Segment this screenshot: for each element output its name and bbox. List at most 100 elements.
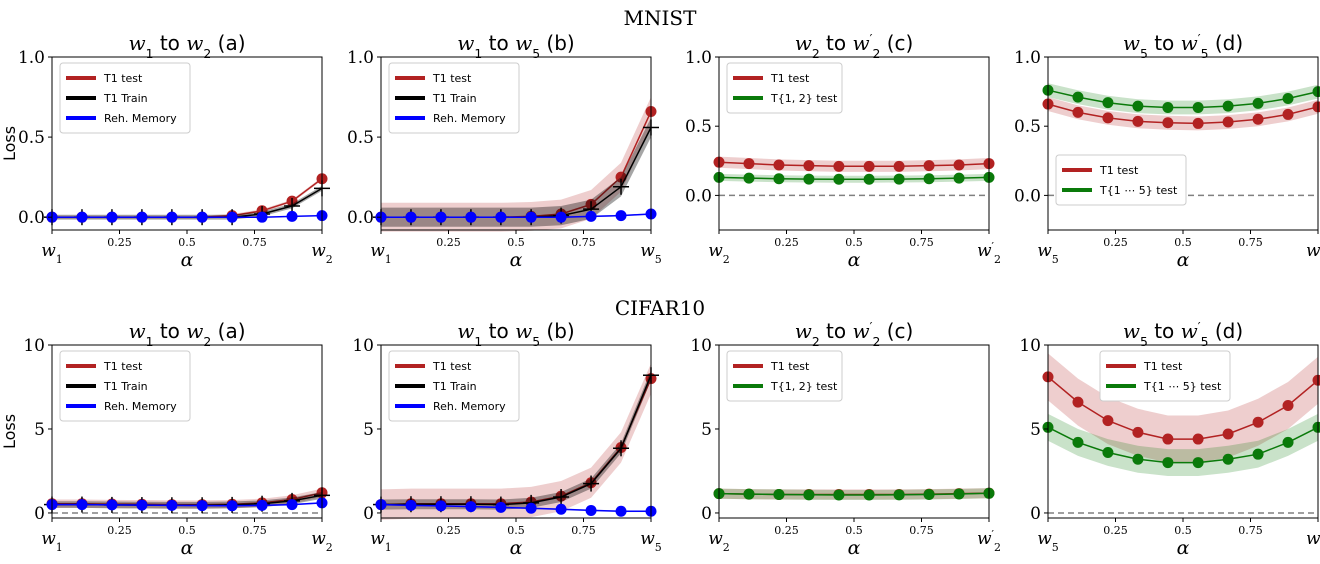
x-tick-label: 0.25 bbox=[436, 524, 461, 537]
data-point bbox=[257, 212, 268, 223]
data-point bbox=[1283, 437, 1294, 448]
data-point bbox=[894, 174, 905, 185]
x-start-label-w: w bbox=[370, 529, 385, 549]
legend-label: Reh. Memory bbox=[433, 112, 506, 125]
data-point bbox=[136, 500, 147, 511]
data-point bbox=[1283, 109, 1294, 120]
panel-title-part: 1 bbox=[146, 46, 154, 61]
panel-title-part: w bbox=[186, 31, 203, 55]
data-point bbox=[1253, 449, 1264, 460]
x-end-label-sub: 2 bbox=[994, 541, 1001, 554]
y-tick-label: 5 bbox=[1030, 420, 1041, 440]
legend-box bbox=[727, 63, 842, 113]
y-axis-label: Loss bbox=[0, 414, 19, 449]
panel-title-part: 2 bbox=[203, 46, 211, 61]
panel-title-part: (c) bbox=[880, 31, 913, 55]
data-point bbox=[1162, 117, 1173, 128]
panel-title-part: (b) bbox=[540, 319, 575, 343]
panel-title-part: w bbox=[1123, 31, 1140, 55]
data-point bbox=[1223, 117, 1234, 128]
data-point bbox=[405, 212, 416, 223]
data-point bbox=[1072, 92, 1083, 103]
legend-label: Reh. Memory bbox=[104, 112, 177, 125]
data-point bbox=[1132, 116, 1143, 127]
x-end-label-prime: ′ bbox=[992, 528, 995, 541]
x-start-label-sub: 1 bbox=[385, 253, 392, 266]
y-tick-label: 0.0 bbox=[18, 208, 45, 228]
legend-label: T1 Train bbox=[432, 380, 477, 393]
data-point bbox=[227, 500, 238, 511]
x-end-label: w2 bbox=[311, 529, 333, 554]
legend-label: T1 test bbox=[770, 360, 810, 373]
legend-label: T1 test bbox=[1143, 360, 1183, 373]
data-point bbox=[743, 173, 754, 184]
panel-title-part: w bbox=[1123, 319, 1140, 343]
data-point bbox=[803, 160, 814, 171]
panel-title-part: 5 bbox=[532, 334, 540, 349]
panel-title: w1 to w2 (a) bbox=[128, 31, 245, 61]
x-tick-label: 0.25 bbox=[107, 236, 132, 249]
data-point bbox=[924, 173, 935, 184]
x-tick-label: 0.75 bbox=[909, 524, 934, 537]
x-start-label: w2 bbox=[708, 241, 730, 266]
data-point bbox=[743, 158, 754, 169]
x-tick-label: 0.5 bbox=[507, 236, 525, 249]
data-point bbox=[1102, 112, 1113, 123]
data-point bbox=[954, 159, 965, 170]
panel-title-part: (b) bbox=[540, 31, 575, 55]
x-start-label: w2 bbox=[708, 529, 730, 554]
panel-title-part: to bbox=[1148, 31, 1181, 55]
legend-label: T1 test bbox=[103, 72, 143, 85]
data-point bbox=[1162, 434, 1173, 445]
data-point bbox=[495, 502, 506, 513]
x-end-label: w′5 bbox=[1306, 240, 1320, 266]
panel-title-part: w bbox=[853, 319, 870, 343]
data-point bbox=[924, 489, 935, 500]
panel-title-part: ′ bbox=[870, 319, 873, 334]
data-point bbox=[773, 489, 784, 500]
data-point bbox=[1132, 101, 1143, 112]
x-start-label-sub: 1 bbox=[385, 541, 392, 554]
data-point bbox=[1283, 93, 1294, 104]
x-start-label-sub: 2 bbox=[723, 253, 730, 266]
legend-label: T1 Train bbox=[103, 380, 148, 393]
x-start-label-w: w bbox=[370, 241, 385, 261]
panel-title-part: 2 bbox=[203, 334, 211, 349]
data-point bbox=[586, 211, 597, 222]
data-point bbox=[616, 506, 627, 517]
legend-box bbox=[727, 351, 842, 401]
data-point bbox=[76, 499, 87, 510]
x-axis-label: α bbox=[510, 537, 523, 559]
x-end-label: w5 bbox=[640, 241, 662, 266]
series-green bbox=[714, 172, 995, 185]
series-line bbox=[52, 188, 322, 217]
x-end-label-sub: 2 bbox=[326, 253, 333, 266]
data-point bbox=[166, 212, 177, 223]
x-end-label: w′2 bbox=[977, 240, 1001, 266]
data-point bbox=[1193, 457, 1204, 468]
x-axis-label: α bbox=[181, 537, 194, 559]
y-tick-label: 0.0 bbox=[347, 208, 374, 228]
data-point bbox=[556, 504, 567, 515]
y-tick-label: 0 bbox=[363, 504, 374, 524]
data-point bbox=[287, 211, 298, 222]
y-tick-label: 0.5 bbox=[1014, 117, 1041, 137]
panel-title-part: to bbox=[820, 31, 853, 55]
x-start-label-w: w bbox=[1037, 529, 1052, 549]
panel-title-part: w bbox=[457, 31, 474, 55]
data-point bbox=[1162, 457, 1173, 468]
data-point bbox=[556, 212, 567, 223]
panel-title: w1 to w5 (b) bbox=[457, 31, 575, 61]
series-line bbox=[52, 179, 322, 218]
y-tick-label: 10 bbox=[1019, 336, 1041, 356]
data-point bbox=[526, 212, 537, 223]
data-point bbox=[1072, 437, 1083, 448]
data-point bbox=[1102, 415, 1113, 426]
legend-label: T1 test bbox=[103, 360, 143, 373]
data-point bbox=[1223, 454, 1234, 465]
